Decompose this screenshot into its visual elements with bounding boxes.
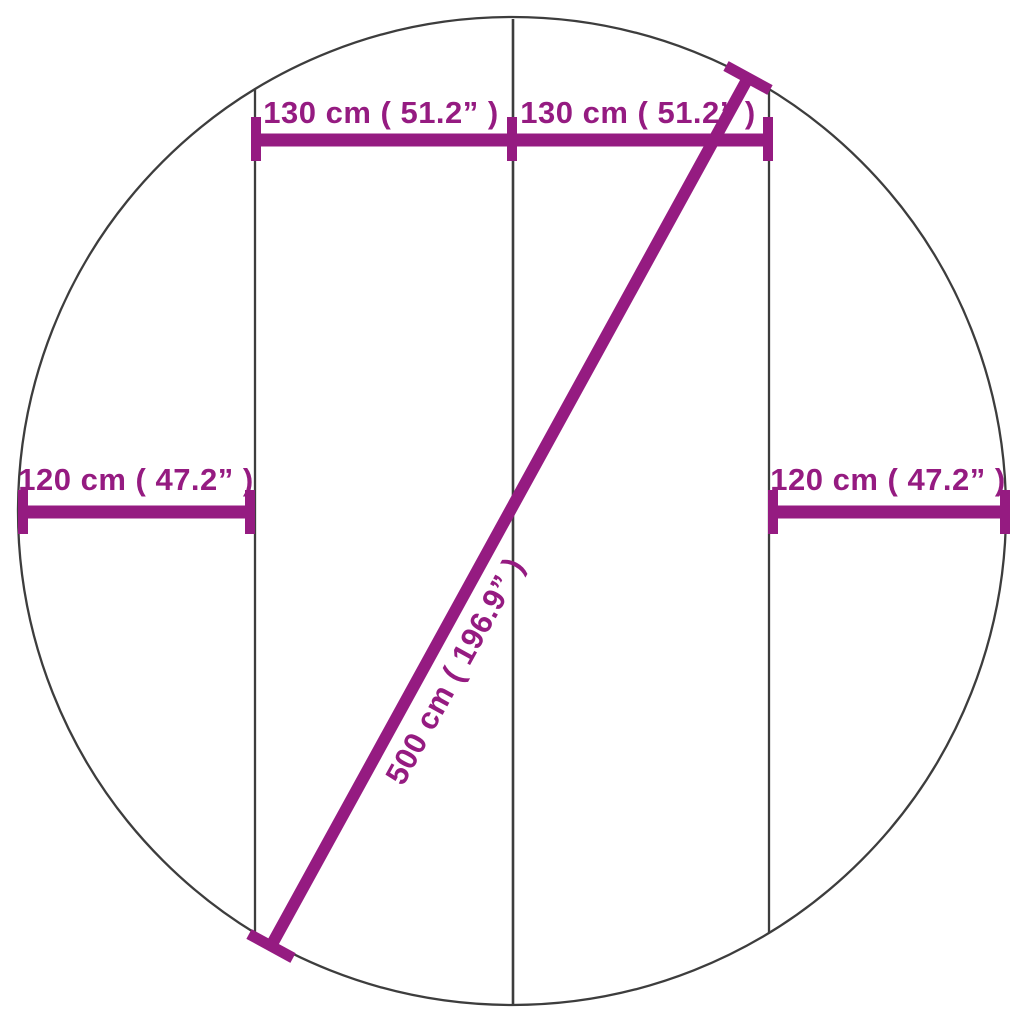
diagonal-dimension-cap-top [723,61,773,95]
dimension-top: 130 cm ( 51.2” ) 130 cm ( 51.2” ) [251,95,773,161]
diagonal-dimension-line [265,75,754,949]
dimension-label-mid-left: 120 cm ( 47.2” ) [18,462,253,497]
dimension-mid-right: 120 cm ( 47.2” ) [768,462,1010,534]
dimension-label-top-left: 130 cm ( 51.2” ) [263,95,498,130]
dimension-mid-left: 120 cm ( 47.2” ) [18,462,255,534]
dimension-label-mid-right: 120 cm ( 47.2” ) [770,462,1005,497]
dimension-diagonal: 500 cm ( 196.9” ) [246,61,773,963]
diagonal-dimension-cap-bottom [246,929,296,963]
dimension-label-diagonal: 500 cm ( 196.9” ) [378,552,531,791]
